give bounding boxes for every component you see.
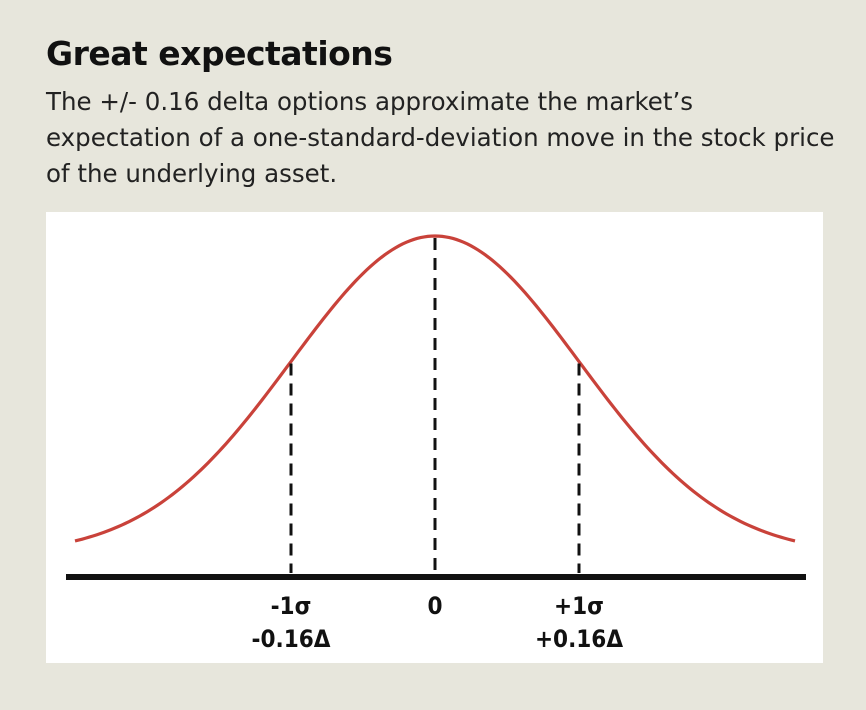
chart-area: -1σ -0.16Δ 0 +1σ +0.16Δ: [46, 212, 823, 663]
distribution-curve: [74, 234, 796, 543]
tick-label: +1σ: [554, 592, 604, 620]
chart-subtitle: The +/- 0.16 delta options approximate t…: [46, 87, 835, 188]
tick-label: -0.16Δ: [252, 625, 331, 653]
chart-title: Great expectations: [46, 34, 393, 73]
tick-label: 0: [427, 592, 442, 620]
sigma-markers: [289, 238, 581, 573]
chart-svg: -1σ -0.16Δ 0 +1σ +0.16Δ: [66, 234, 806, 653]
tick-label: -1σ: [271, 592, 312, 620]
tick-label: +0.16Δ: [535, 625, 623, 653]
tick-labels: -1σ -0.16Δ 0 +1σ +0.16Δ: [252, 592, 624, 653]
